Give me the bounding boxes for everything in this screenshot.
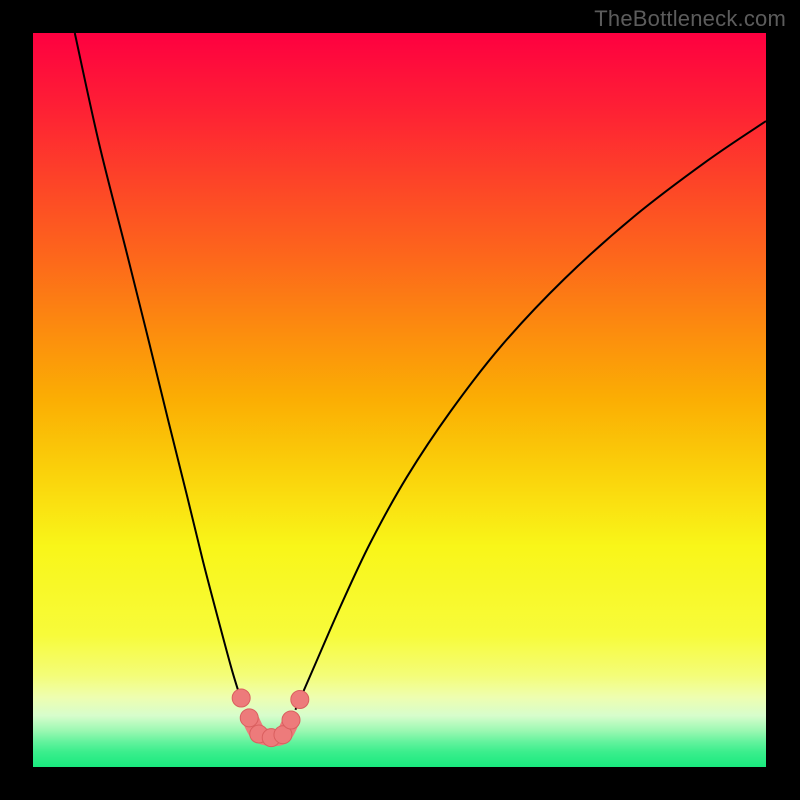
watermark-label: TheBottleneck.com xyxy=(594,6,786,32)
valley-marker xyxy=(240,709,258,727)
valley-marker xyxy=(291,690,309,708)
bottleneck-chart xyxy=(0,0,800,800)
plot-area xyxy=(33,33,766,767)
chart-root: TheBottleneck.com xyxy=(0,0,800,800)
valley-marker xyxy=(232,689,250,707)
valley-marker xyxy=(282,711,300,729)
